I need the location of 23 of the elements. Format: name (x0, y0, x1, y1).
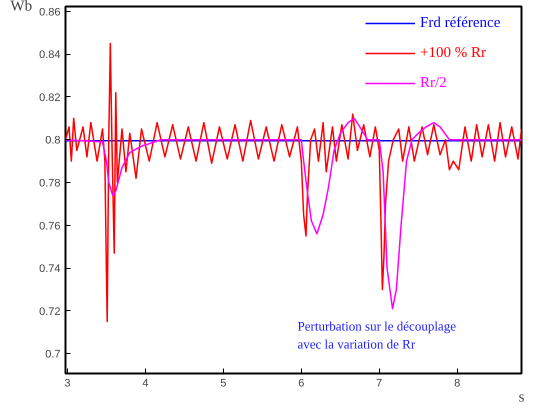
y-tick-label: 0.72 (39, 306, 61, 318)
y-tick-label: 0.76 (39, 220, 61, 232)
x-tick-label: 7 (376, 378, 382, 390)
y-tick-label: 0.78 (39, 178, 61, 190)
line-series (66, 118, 522, 310)
legend-label: +100 % Rr (420, 44, 486, 62)
y-axis-title: Wb (10, 0, 32, 14)
legend-label: Frd référence (420, 14, 500, 32)
x-tick-label: 8 (454, 378, 460, 390)
x-tick-label: 6 (298, 378, 304, 390)
y-tick-label: 0.7 (45, 348, 61, 361)
x-tick-label: 3 (64, 378, 71, 390)
y-tick-label: 0.82 (39, 92, 61, 104)
y-tick-label: 0.84 (39, 49, 61, 62)
x-tick-label: 5 (220, 378, 226, 390)
line-series (66, 42, 522, 322)
y-tick-label: 0.86 (39, 6, 61, 18)
legend-label: Rr/2 (420, 74, 447, 92)
x-tick-label: 4 (142, 378, 148, 390)
y-tick-label: 0.74 (39, 263, 61, 276)
y-tick-label: 0.8 (45, 134, 61, 147)
annotation: Perturbation sur le découplage avec la variation de Rr (298, 318, 456, 352)
x-axis-title: s (518, 390, 525, 406)
